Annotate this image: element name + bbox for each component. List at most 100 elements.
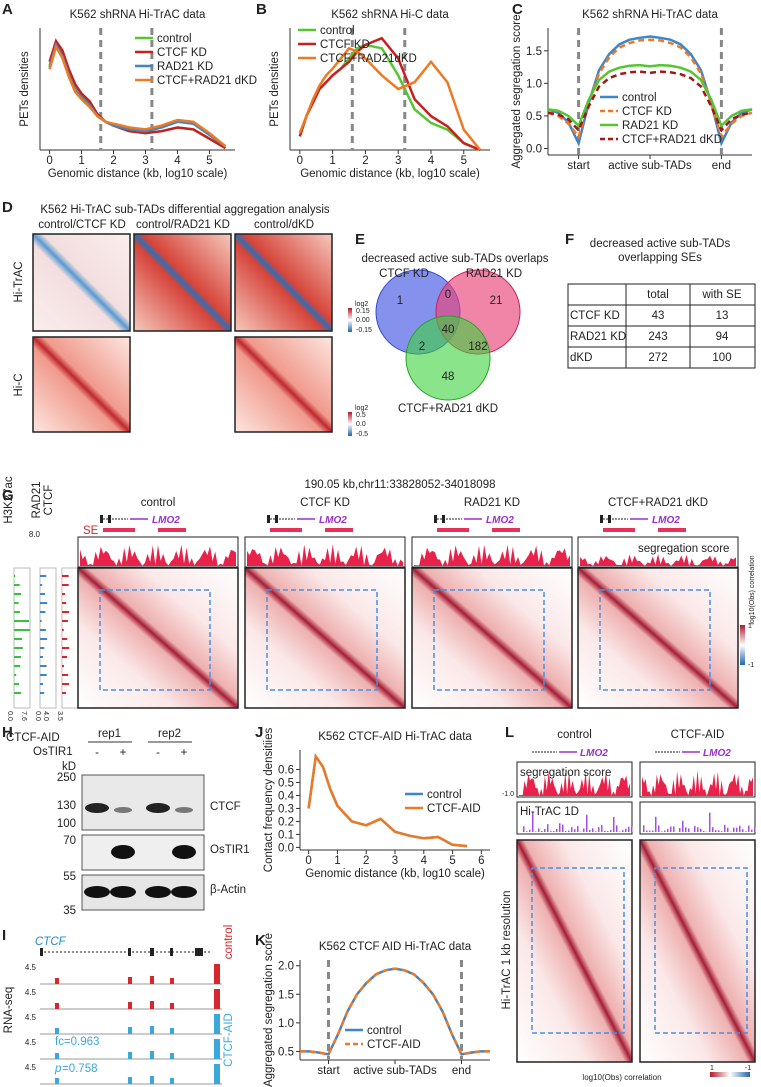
signal-track [519, 770, 630, 796]
signal-bar [652, 830, 654, 832]
signal-bar [565, 831, 567, 832]
table-cell: 272 [648, 352, 667, 364]
x-tick-label: end [452, 1065, 471, 1077]
track-scale: -1.0 [502, 791, 514, 798]
signal-bar [55, 978, 59, 984]
gene-name: LMO2 [580, 748, 608, 759]
column-label: control/CTCF KD [38, 219, 126, 231]
se-label: SE [83, 525, 99, 537]
signal-bar [535, 831, 537, 832]
colorbar-title: log10(Obs) correlation [582, 1073, 661, 1082]
legend-label: control [622, 92, 657, 104]
signal-track [642, 770, 753, 796]
signal-bar [694, 826, 696, 832]
panel-title: K562 Hi-TrAC sub-TADs differential aggre… [40, 204, 330, 216]
track-frame [639, 801, 756, 835]
blot [81, 774, 205, 831]
panel-letter: A [2, 1, 13, 18]
signal-bar [607, 831, 609, 832]
heatmap [244, 567, 406, 709]
exon [170, 948, 173, 956]
x-tick-label: 4 [421, 855, 428, 867]
band-label: CTCF [210, 801, 241, 813]
signal-bar [128, 1052, 132, 1059]
legend-label: CTCF-AID [367, 1039, 421, 1051]
signal-bar [170, 978, 174, 984]
super-enhancer [158, 528, 186, 532]
track-bar [62, 629, 64, 631]
panel-letter: H [2, 724, 13, 741]
row-label: OsTIR1 [33, 746, 73, 758]
exon [40, 948, 43, 956]
venn-label: RAD21 KD [466, 268, 522, 280]
track-scale: 4.0 [42, 711, 49, 721]
y-tick-label: 0.5 [526, 111, 542, 123]
table-cell: 243 [648, 331, 667, 343]
domain-box [599, 589, 711, 691]
panel-title: decreased active sub-TADs overlaps [361, 253, 548, 265]
domain-box [99, 589, 211, 691]
signal-bar [592, 828, 594, 832]
x-tick-label: 6 [478, 855, 484, 867]
y-tick-label: 0.5 [278, 777, 294, 789]
series-line [307, 753, 468, 848]
legend-label: CTCF KD [622, 106, 672, 118]
signal-bar [712, 827, 714, 832]
track-bar [14, 692, 22, 694]
track-bar [14, 593, 22, 595]
series-line [298, 46, 482, 151]
gene-name: LMO2 [152, 515, 180, 526]
track-label: Hi-TrAC 1D [520, 806, 579, 818]
row-label: CTCF-AID [6, 732, 60, 744]
heatmap [32, 233, 131, 332]
track-bar [40, 656, 43, 658]
signal-bar [742, 829, 744, 832]
signal-bar [544, 828, 546, 832]
rep-label: rep1 [98, 728, 121, 740]
signal-bar [523, 826, 525, 832]
signal-bar [532, 811, 534, 832]
domain-box [266, 589, 378, 691]
signal-bar [604, 830, 606, 832]
signal-bar [128, 1027, 132, 1034]
column-label: control/RAD21 KD [136, 219, 230, 231]
track-frame [516, 801, 633, 835]
x-axis-label: Genomic distance (kb, log10 scale) [305, 868, 485, 880]
signal-bar [589, 829, 591, 832]
venn-count: 1 [397, 295, 403, 307]
signal-bar [214, 964, 220, 984]
colorbar-tick: 1 [748, 623, 752, 630]
signal-bar [715, 830, 717, 832]
signal-bar [574, 829, 576, 832]
heatmap [577, 567, 739, 709]
x-tick-label: active sub-TADs [608, 160, 692, 172]
signal-bar [655, 816, 657, 832]
signal-track [580, 554, 736, 566]
exon [195, 948, 203, 956]
track-bar [40, 692, 45, 694]
treatment-sign: + [120, 747, 127, 759]
x-tick-label: 2 [363, 855, 369, 867]
band-label: OsTIR1 [210, 844, 250, 856]
track-bar [62, 683, 70, 685]
band [175, 807, 193, 813]
series-line [307, 753, 468, 848]
signal-bar [538, 828, 540, 832]
colorbar-title: log2 [355, 301, 368, 308]
track-label: RAD21 [31, 481, 43, 518]
track-bar [62, 665, 64, 667]
signal-bar [601, 825, 603, 832]
y-tick-label: 0.4 [278, 790, 295, 802]
exon [108, 515, 111, 523]
x-tick-label: 0 [297, 155, 303, 167]
track-bar [62, 638, 68, 640]
table-cell: dKD [570, 352, 592, 364]
unit: kD [62, 761, 76, 773]
domain-box [433, 589, 545, 691]
x-tick-label: 3 [142, 155, 148, 167]
signal-bar [628, 826, 630, 832]
signal-bar [649, 830, 651, 832]
exon [128, 948, 131, 956]
track-bar [40, 674, 47, 676]
